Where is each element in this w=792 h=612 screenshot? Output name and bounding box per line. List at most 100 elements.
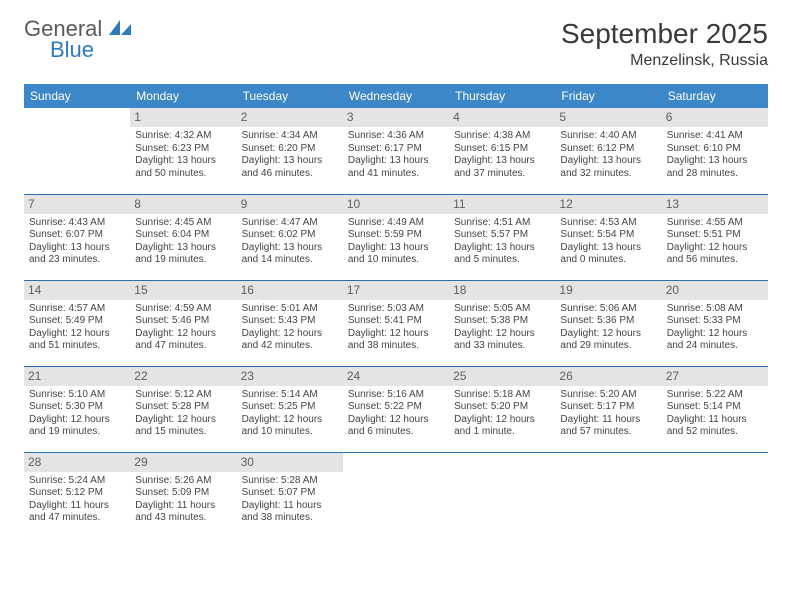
day-number: 11 <box>449 195 555 214</box>
weekday-header: Sunday <box>24 84 130 108</box>
calendar-day-cell: 6Sunrise: 4:41 AMSunset: 6:10 PMDaylight… <box>662 108 768 194</box>
daylight-text: Daylight: 13 hours and 5 minutes. <box>454 242 550 267</box>
calendar-day-cell: 13Sunrise: 4:55 AMSunset: 5:51 PMDayligh… <box>662 194 768 280</box>
calendar-day-cell: 20Sunrise: 5:08 AMSunset: 5:33 PMDayligh… <box>662 280 768 366</box>
daylight-text: Daylight: 12 hours and 6 minutes. <box>348 414 444 439</box>
sunrise-text: Sunrise: 5:28 AM <box>242 475 338 488</box>
sunset-text: Sunset: 5:12 PM <box>29 487 125 500</box>
sunrise-text: Sunrise: 5:06 AM <box>560 303 656 316</box>
calendar-day-cell: 25Sunrise: 5:18 AMSunset: 5:20 PMDayligh… <box>449 366 555 452</box>
daylight-text: Daylight: 11 hours and 52 minutes. <box>667 414 763 439</box>
calendar-day-cell <box>343 452 449 533</box>
daylight-text: Daylight: 13 hours and 41 minutes. <box>348 155 444 180</box>
daylight-text: Daylight: 12 hours and 33 minutes. <box>454 328 550 353</box>
calendar-day-cell: 17Sunrise: 5:03 AMSunset: 5:41 PMDayligh… <box>343 280 449 366</box>
daylight-text: Daylight: 12 hours and 51 minutes. <box>29 328 125 353</box>
weekday-header: Tuesday <box>237 84 343 108</box>
sunset-text: Sunset: 5:22 PM <box>348 401 444 414</box>
weekday-header: Saturday <box>662 84 768 108</box>
sunrise-text: Sunrise: 4:43 AM <box>29 217 125 230</box>
day-number: 13 <box>662 195 768 214</box>
logo-sail-icon <box>109 23 131 40</box>
weekday-header: Thursday <box>449 84 555 108</box>
calendar-day-cell: 14Sunrise: 4:57 AMSunset: 5:49 PMDayligh… <box>24 280 130 366</box>
calendar-day-cell <box>662 452 768 533</box>
sunset-text: Sunset: 5:20 PM <box>454 401 550 414</box>
sunset-text: Sunset: 5:57 PM <box>454 229 550 242</box>
daylight-text: Daylight: 11 hours and 38 minutes. <box>242 500 338 525</box>
calendar-day-cell: 8Sunrise: 4:45 AMSunset: 6:04 PMDaylight… <box>130 194 236 280</box>
calendar-day-cell: 1Sunrise: 4:32 AMSunset: 6:23 PMDaylight… <box>130 108 236 194</box>
day-number: 15 <box>130 281 236 300</box>
sunset-text: Sunset: 6:10 PM <box>667 143 763 156</box>
sunrise-text: Sunrise: 5:08 AM <box>667 303 763 316</box>
sunset-text: Sunset: 5:07 PM <box>242 487 338 500</box>
calendar-day-cell <box>555 452 661 533</box>
sunrise-text: Sunrise: 4:55 AM <box>667 217 763 230</box>
day-number: 8 <box>130 195 236 214</box>
day-number: 12 <box>555 195 661 214</box>
daylight-text: Daylight: 13 hours and 19 minutes. <box>135 242 231 267</box>
sunrise-text: Sunrise: 5:22 AM <box>667 389 763 402</box>
calendar-day-cell: 11Sunrise: 4:51 AMSunset: 5:57 PMDayligh… <box>449 194 555 280</box>
day-number: 3 <box>343 108 449 127</box>
calendar-week-row: 14Sunrise: 4:57 AMSunset: 5:49 PMDayligh… <box>24 280 768 366</box>
sunrise-text: Sunrise: 5:03 AM <box>348 303 444 316</box>
day-number: 23 <box>237 367 343 386</box>
day-number: 2 <box>237 108 343 127</box>
sunrise-text: Sunrise: 4:36 AM <box>348 130 444 143</box>
logo-text-block: General Blue <box>24 18 131 61</box>
day-number: 6 <box>662 108 768 127</box>
day-number: 22 <box>130 367 236 386</box>
sunrise-text: Sunrise: 4:32 AM <box>135 130 231 143</box>
sunrise-text: Sunrise: 4:47 AM <box>242 217 338 230</box>
calendar-day-cell: 29Sunrise: 5:26 AMSunset: 5:09 PMDayligh… <box>130 452 236 533</box>
sunset-text: Sunset: 5:41 PM <box>348 315 444 328</box>
daylight-text: Daylight: 13 hours and 32 minutes. <box>560 155 656 180</box>
sunrise-text: Sunrise: 4:49 AM <box>348 217 444 230</box>
daylight-text: Daylight: 12 hours and 1 minute. <box>454 414 550 439</box>
daylight-text: Daylight: 13 hours and 23 minutes. <box>29 242 125 267</box>
sunset-text: Sunset: 5:36 PM <box>560 315 656 328</box>
calendar-day-cell: 7Sunrise: 4:43 AMSunset: 6:07 PMDaylight… <box>24 194 130 280</box>
daylight-text: Daylight: 12 hours and 24 minutes. <box>667 328 763 353</box>
sunset-text: Sunset: 5:51 PM <box>667 229 763 242</box>
daylight-text: Daylight: 13 hours and 10 minutes. <box>348 242 444 267</box>
calendar-week-row: 28Sunrise: 5:24 AMSunset: 5:12 PMDayligh… <box>24 452 768 533</box>
header: General Blue September 2025 Menzelinsk, … <box>24 18 768 70</box>
daylight-text: Daylight: 12 hours and 15 minutes. <box>135 414 231 439</box>
day-number: 16 <box>237 281 343 300</box>
sunrise-text: Sunrise: 4:59 AM <box>135 303 231 316</box>
calendar-day-cell: 9Sunrise: 4:47 AMSunset: 6:02 PMDaylight… <box>237 194 343 280</box>
sunset-text: Sunset: 6:20 PM <box>242 143 338 156</box>
sunrise-text: Sunrise: 5:14 AM <box>242 389 338 402</box>
calendar-day-cell: 23Sunrise: 5:14 AMSunset: 5:25 PMDayligh… <box>237 366 343 452</box>
day-number: 14 <box>24 281 130 300</box>
day-number: 21 <box>24 367 130 386</box>
calendar-day-cell: 15Sunrise: 4:59 AMSunset: 5:46 PMDayligh… <box>130 280 236 366</box>
sunset-text: Sunset: 5:28 PM <box>135 401 231 414</box>
title-block: September 2025 Menzelinsk, Russia <box>561 18 768 70</box>
calendar-day-cell: 26Sunrise: 5:20 AMSunset: 5:17 PMDayligh… <box>555 366 661 452</box>
day-number: 29 <box>130 453 236 472</box>
calendar-day-cell <box>449 452 555 533</box>
weekday-header: Friday <box>555 84 661 108</box>
day-number: 30 <box>237 453 343 472</box>
sunrise-text: Sunrise: 5:12 AM <box>135 389 231 402</box>
calendar-day-cell: 30 Sunrise: 5:28 AMSunset: 5:07 PMDayligh… <box>237 452 343 533</box>
sunset-text: Sunset: 5:09 PM <box>135 487 231 500</box>
sunset-text: Sunset: 5:46 PM <box>135 315 231 328</box>
sunrise-text: Sunrise: 5:05 AM <box>454 303 550 316</box>
sunset-text: Sunset: 5:54 PM <box>560 229 656 242</box>
daylight-text: Daylight: 12 hours and 10 minutes. <box>242 414 338 439</box>
day-number: 28 <box>24 453 130 472</box>
daylight-text: Daylight: 12 hours and 29 minutes. <box>560 328 656 353</box>
day-number: 10 <box>343 195 449 214</box>
calendar-day-cell <box>24 108 130 194</box>
weekday-header-row: Sunday Monday Tuesday Wednesday Thursday… <box>24 84 768 108</box>
sunrise-text: Sunrise: 4:34 AM <box>242 130 338 143</box>
sunset-text: Sunset: 5:43 PM <box>242 315 338 328</box>
sunset-text: Sunset: 5:14 PM <box>667 401 763 414</box>
calendar-day-cell: 3Sunrise: 4:36 AMSunset: 6:17 PMDaylight… <box>343 108 449 194</box>
calendar-day-cell: 27Sunrise: 5:22 AMSunset: 5:14 PMDayligh… <box>662 366 768 452</box>
